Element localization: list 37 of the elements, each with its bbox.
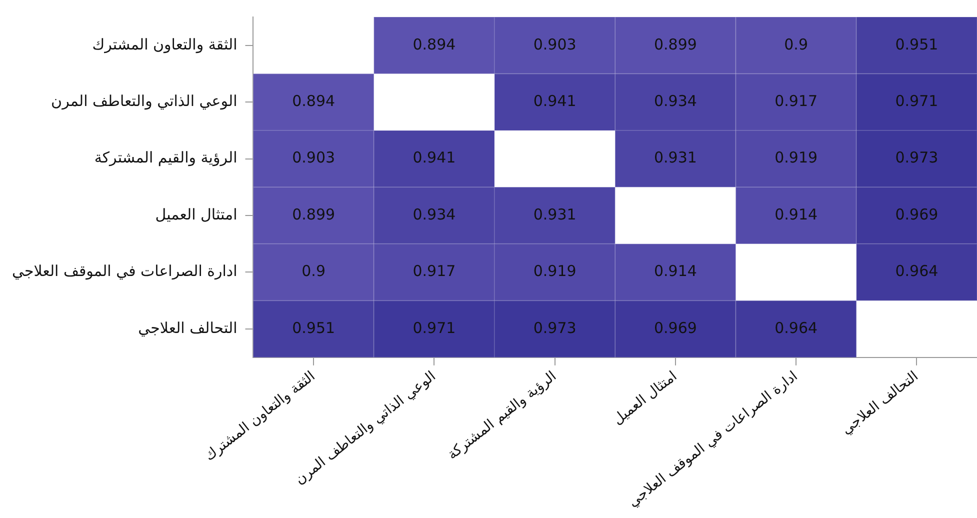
x-tick-label: امتثال العميل	[610, 368, 680, 428]
data-label: 0.951	[292, 318, 336, 337]
data-label: 0.903	[292, 148, 336, 167]
data-label: 0.894	[292, 92, 336, 110]
data-label: 0.9	[302, 262, 326, 280]
data-label: 0.894	[412, 35, 456, 54]
data-label: 0.931	[533, 205, 576, 224]
data-label: 0.941	[533, 92, 576, 110]
data-label: 0.899	[654, 35, 697, 54]
data-label: 0.971	[412, 318, 456, 337]
data-label: 0.9	[784, 35, 808, 54]
data-label: 0.941	[412, 148, 456, 167]
data-label: 0.931	[654, 148, 697, 167]
y-tick-label: الثقة والتعاون المشترك	[92, 35, 238, 54]
data-label: 0.964	[895, 262, 938, 280]
y-tick-label: الوعي الذاتي والتعاطف المرن	[51, 92, 238, 110]
data-label: 0.934	[412, 205, 456, 224]
x-tick-label: الرؤية والقيم المشتركة	[444, 368, 560, 464]
data-label: 0.917	[412, 262, 456, 280]
data-label: 0.919	[774, 148, 818, 167]
y-tick-label: الرؤية والقيم المشتركة	[94, 148, 238, 167]
data-label: 0.971	[895, 92, 938, 110]
data-label: 0.914	[774, 205, 818, 224]
data-label: 0.903	[533, 35, 576, 54]
data-label: 0.917	[774, 92, 818, 110]
data-label: 0.934	[654, 92, 697, 110]
data-label: 0.969	[895, 205, 938, 224]
y-tick-label: التحالف العلاجي	[138, 318, 238, 337]
data-label: 0.964	[774, 318, 818, 337]
data-label: 0.973	[533, 318, 576, 337]
x-tick-label: التحالف العلاجي	[838, 368, 922, 438]
data-label: 0.914	[654, 262, 697, 280]
data-label: 0.919	[533, 262, 576, 280]
y-tick-label: ادارة الصراعات في الموقف العلاجي	[12, 262, 238, 280]
y-tick-label: امتثال العميل	[155, 205, 238, 224]
data-label: 0.899	[292, 205, 336, 224]
data-label: 0.969	[654, 318, 697, 337]
